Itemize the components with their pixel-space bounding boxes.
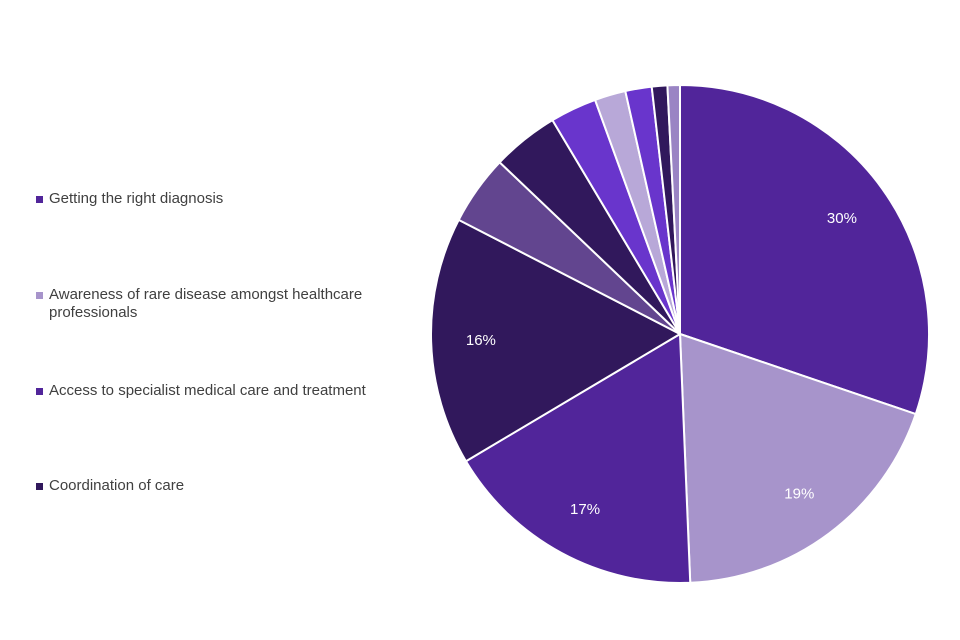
pie-slice-3	[464, 332, 692, 584]
pie-slice-2	[678, 332, 918, 584]
legend-label: Getting the right diagnosis	[49, 190, 224, 207]
slice-data-label: 17%	[570, 501, 600, 518]
legend-item-getting-the-right-diagnosis: Getting the right diagnosis	[36, 190, 406, 208]
legend-swatch	[36, 388, 43, 395]
legend-swatch	[36, 196, 43, 203]
legend-item-awareness-of-rare-disease: Awareness of rare disease amongst health…	[36, 286, 406, 322]
legend-item-access-to-specialist-care: Access to specialist medical care and tr…	[36, 382, 406, 400]
legend-label: Coordination of care	[49, 477, 185, 494]
pie-slices	[430, 83, 930, 584]
slice-data-label: 16%	[466, 332, 496, 349]
legend-item-coordination-of-care: Coordination of care	[36, 477, 406, 495]
legend-label: Access to specialist medical care and tr…	[49, 382, 366, 399]
legend-swatch	[36, 292, 43, 299]
slice-data-label: 30%	[827, 210, 857, 227]
pie-slice-1	[679, 83, 930, 416]
pie-data-labels: 30% 19% 17% 16%	[466, 210, 857, 518]
legend-label: Awareness of rare disease amongst health…	[49, 286, 363, 321]
chart-legend: Getting the right diagnosis Awareness of…	[36, 0, 406, 640]
slice-data-label: 19%	[784, 486, 814, 503]
legend-swatch	[36, 483, 43, 490]
pie-slice-4	[430, 218, 683, 463]
pie-slice-11	[666, 83, 681, 335]
